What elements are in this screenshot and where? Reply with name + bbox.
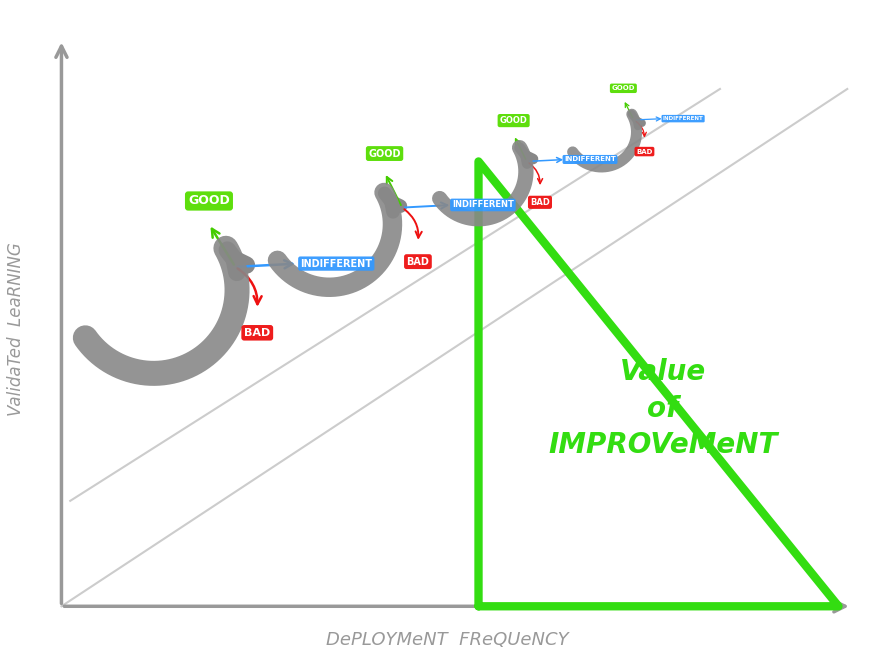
Text: INDIFFERENT: INDIFFERENT [300,258,372,269]
Text: Value
of
IMPROVeMeNT: Value of IMPROVeMeNT [547,358,777,459]
Text: INDIFFERENT: INDIFFERENT [452,200,513,210]
Text: BAD: BAD [636,148,652,155]
Text: GOOD: GOOD [188,194,230,208]
Text: BAD: BAD [244,328,270,338]
Text: DePLOYMeNT  FReQUeNCY: DePLOYMeNT FReQUeNCY [326,631,568,649]
Text: GOOD: GOOD [367,148,401,159]
Text: INDIFFERENT: INDIFFERENT [563,156,616,163]
Text: GOOD: GOOD [611,85,634,92]
Text: BAD: BAD [406,256,429,267]
Text: INDIFFERENT: INDIFFERENT [662,116,702,121]
Text: GOOD: GOOD [499,116,527,125]
Text: BAD: BAD [530,198,549,207]
Text: ValidaTed  LeaRNING: ValidaTed LeaRNING [7,243,25,416]
